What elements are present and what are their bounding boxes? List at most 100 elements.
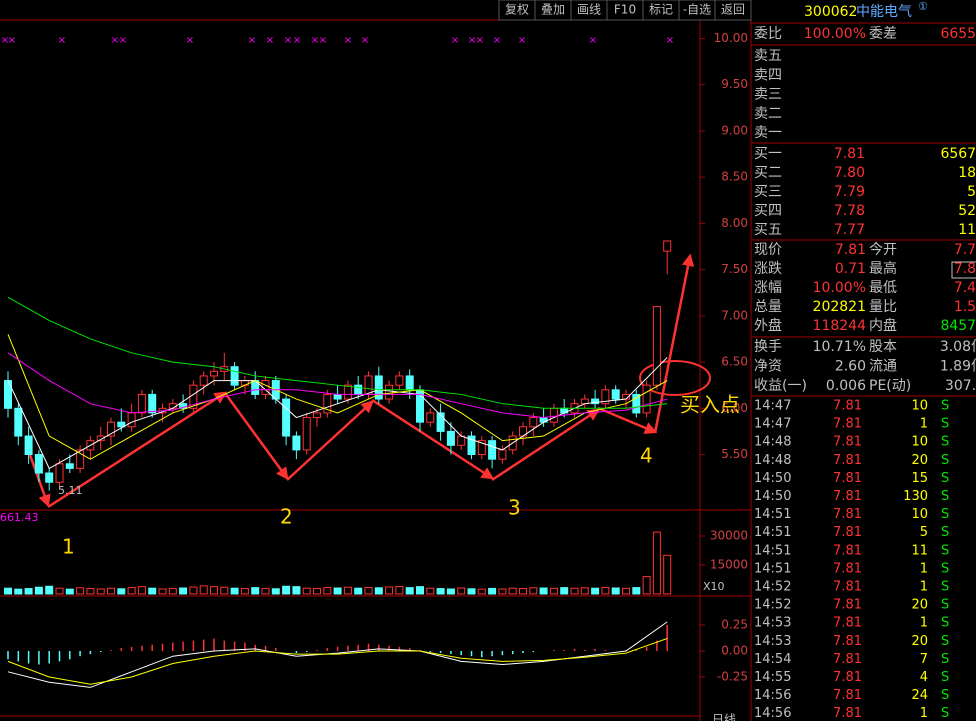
candle-body — [529, 417, 538, 428]
toolbar-label: F10 — [614, 3, 636, 17]
signal-marker: × — [361, 35, 369, 46]
quote-cell: PE(动) — [869, 378, 911, 394]
candle-body — [601, 389, 610, 405]
candle-body — [302, 417, 311, 451]
signal-marker: × — [1, 35, 9, 46]
trade-time: 14:53 — [754, 616, 791, 631]
signal-marker: × — [344, 35, 352, 46]
volume-bar — [580, 587, 589, 595]
candle-body — [96, 435, 105, 442]
y-tick-label: 30000 — [710, 528, 748, 542]
candle-body — [127, 412, 136, 428]
volume-bar — [76, 587, 85, 595]
trade-side: S — [941, 652, 949, 667]
quote-cell: 内盘 — [869, 317, 897, 334]
volume-bar — [467, 588, 476, 595]
bid-price: 7.78 — [834, 203, 865, 219]
trade-time: 14:52 — [754, 598, 791, 613]
volume-bar — [65, 588, 74, 595]
trade-price: 7.81 — [833, 435, 862, 450]
volume-bar — [457, 587, 466, 595]
trade-side: S — [941, 543, 949, 558]
trade-time: 14:48 — [754, 435, 791, 450]
quote-cell: 307.9 — [945, 378, 976, 394]
volume-bar — [96, 588, 105, 595]
volume-bar — [107, 587, 115, 595]
trade-side: S — [941, 417, 949, 432]
volume-bar — [560, 587, 569, 595]
quote-cell: 委差 — [869, 26, 897, 42]
volume-bar — [333, 587, 342, 595]
signal-marker: × — [119, 35, 127, 46]
candle-body — [199, 375, 208, 386]
volume-bar — [426, 587, 435, 595]
quote-cell: 最高 — [869, 260, 897, 277]
trade-side: S — [941, 561, 949, 576]
quote-cell: 1.56 — [954, 299, 976, 315]
candle-body — [446, 430, 455, 446]
quote-cell: 收益(一) — [754, 378, 807, 394]
candle-body — [210, 370, 218, 377]
stock-code: 300062 — [804, 4, 857, 20]
quote-cell: 现价 — [754, 242, 782, 258]
highlight-circle — [639, 360, 711, 396]
annotation: 1 — [62, 535, 75, 559]
volume-bar — [488, 587, 497, 595]
y-tick-label: 9.50 — [721, 77, 748, 91]
volume-bar — [168, 588, 177, 595]
volume-bar — [385, 586, 394, 595]
y-tick-label: -0.25 — [717, 670, 748, 684]
base-label: 661.43 — [0, 511, 39, 524]
volume-bar — [570, 587, 579, 595]
ask-label: 卖四 — [754, 67, 782, 83]
quote-cell: 118244 — [813, 318, 867, 334]
candle-body — [65, 463, 74, 469]
volume-bar — [210, 586, 218, 595]
volume-bar — [292, 586, 301, 595]
y-tick-label: 10.00 — [714, 31, 748, 45]
y-tick-label: 8.00 — [721, 216, 748, 230]
candle-body — [405, 375, 414, 391]
quote-cell: 总量 — [754, 299, 782, 315]
quote-cell: 流通 — [869, 359, 897, 375]
trade-volume: 1 — [920, 580, 928, 595]
signal-marker: × — [293, 35, 301, 46]
trade-time: 14:47 — [754, 417, 791, 432]
toolbar-label: -自选 — [683, 3, 711, 17]
candle-body — [34, 454, 43, 474]
volume-bar — [436, 588, 445, 595]
volume-bar — [189, 586, 198, 595]
annotation: 4 — [640, 444, 653, 468]
toolbar-label: 画线 — [577, 3, 601, 17]
volume-bar — [199, 585, 208, 595]
y-tick-label: 6.00 — [721, 401, 748, 415]
volume-bar — [55, 587, 64, 595]
trade-time: 14:52 — [754, 580, 791, 595]
candle-body — [168, 403, 177, 409]
trade-side: S — [941, 525, 949, 540]
signal-marker: × — [186, 35, 194, 46]
unit-label: X10 — [703, 580, 725, 593]
quote-cell: 股本 — [869, 339, 897, 355]
indicator-line — [7, 296, 668, 409]
candle-body — [374, 375, 383, 400]
quote-cell: 10.00% — [813, 280, 866, 296]
trade-volume: 1 — [920, 706, 928, 721]
toolbar-button[interactable] — [714, 0, 752, 21]
quote-cell: 2.60 — [835, 359, 866, 375]
volume-bar — [282, 585, 291, 595]
quote-cell: 换手 — [754, 338, 782, 355]
y-tick-label: 5.50 — [721, 447, 748, 461]
trade-side: S — [941, 435, 949, 450]
volume-bar — [529, 587, 538, 595]
volume-bar — [240, 588, 249, 595]
indicator-line — [7, 638, 668, 685]
quote-cell: 66554 — [940, 26, 976, 42]
signal-marker: × — [476, 35, 484, 46]
quote-cell: 最低 — [869, 280, 897, 296]
signal-marker: × — [589, 35, 597, 46]
signal-marker: × — [111, 35, 119, 46]
candle-body — [343, 384, 352, 400]
volume-bar — [498, 588, 507, 595]
